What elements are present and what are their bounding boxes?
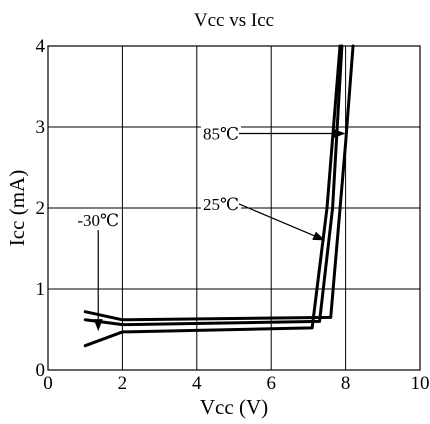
x-tick-label: 2 bbox=[118, 373, 128, 394]
y-axis-label: Icc (mA) bbox=[5, 170, 29, 246]
y-tick-label: 0 bbox=[36, 360, 46, 381]
annotation-label-bg bbox=[200, 124, 241, 144]
series-line-1 bbox=[83, 44, 344, 327]
annotation-leader-1 bbox=[238, 203, 315, 237]
series-line-0 bbox=[83, 44, 342, 348]
series-group bbox=[83, 44, 355, 348]
series-line-2 bbox=[83, 44, 355, 322]
y-tick-label: 3 bbox=[36, 117, 46, 138]
y-tick-label: 4 bbox=[36, 36, 46, 57]
annotation-label-bg bbox=[200, 194, 241, 214]
plot-frame bbox=[47, 45, 421, 371]
x-tick-label: 4 bbox=[192, 373, 202, 394]
annotation-label-2: -30℃ bbox=[77, 211, 119, 230]
annotation-arrowhead-0 bbox=[333, 128, 346, 138]
annotation-label-bg bbox=[75, 211, 122, 231]
x-tick-label: 8 bbox=[341, 373, 351, 394]
x-axis-label: Vcc (V) bbox=[200, 395, 268, 419]
annotation-label-1: 25℃ bbox=[203, 195, 239, 214]
annotation-arrowhead-2 bbox=[93, 319, 103, 332]
y-tick-label: 2 bbox=[36, 198, 46, 219]
x-tick-label: 0 bbox=[43, 373, 53, 394]
chart-title: Vcc vs Icc bbox=[194, 10, 274, 31]
x-tick-label: 6 bbox=[266, 373, 276, 394]
annotations: 85℃ 25℃ -30℃ bbox=[75, 124, 346, 332]
x-tick-label: 10 bbox=[411, 373, 430, 394]
x-tick-labels: 0 2 4 6 8 10 bbox=[43, 373, 429, 394]
y-tick-labels: 0 1 2 3 4 bbox=[36, 36, 46, 381]
y-tick-label: 1 bbox=[36, 279, 46, 300]
annotation-label-0: 85℃ bbox=[203, 124, 239, 143]
annotation-arrowhead-1 bbox=[312, 231, 326, 241]
